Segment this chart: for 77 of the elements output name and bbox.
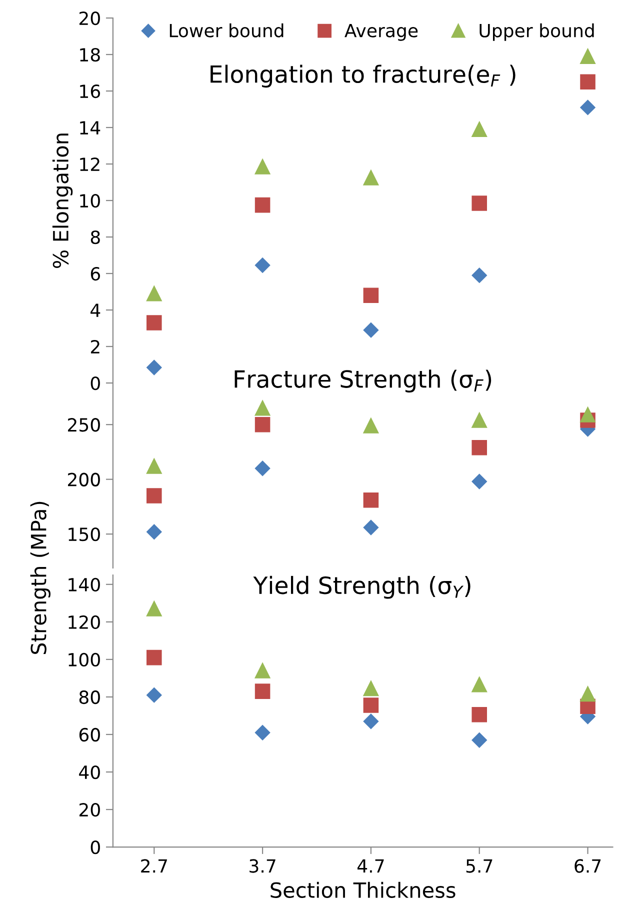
y-tick-label: 60 (79, 728, 100, 742)
point (472, 412, 487, 428)
x-tick-label: 6.7 (574, 859, 601, 873)
point (580, 74, 596, 90)
y-tick-label: 0 (90, 376, 100, 390)
y-tick-label: 6 (90, 266, 100, 281)
point (580, 100, 596, 116)
point (363, 322, 379, 338)
y-axis-title: Strength (MPa) (30, 502, 50, 654)
point (146, 360, 162, 376)
legend-label: Lower bound (170, 23, 284, 38)
y-tick-label: 140 (68, 578, 100, 592)
point (254, 725, 270, 740)
y-tick-label: 8 (90, 230, 100, 244)
point (580, 48, 596, 64)
point (363, 520, 379, 536)
point (363, 288, 379, 304)
y-axis-title: % Elongation (52, 134, 73, 268)
point (363, 714, 379, 729)
y-tick-label: 14 (80, 121, 100, 134)
point (146, 488, 162, 504)
point (146, 286, 162, 302)
point (254, 684, 270, 699)
chart-title: Yield Strength (σ$_{Y}$) (253, 576, 470, 599)
point (472, 196, 487, 211)
point (254, 159, 270, 174)
point (580, 407, 596, 422)
point (363, 492, 379, 508)
y-tick-label: 80 (79, 690, 100, 704)
point (254, 416, 270, 432)
x-tick-label: 3.7 (250, 859, 276, 873)
point (580, 686, 596, 702)
x-tick-label: 5.7 (466, 859, 492, 873)
legend-label: Average (344, 24, 418, 41)
point (146, 458, 162, 474)
x-tick-label: 2.7 (141, 859, 167, 873)
text: Elongation to fracture(e$_{F}$ ) (210, 64, 516, 88)
point (472, 732, 487, 748)
point (254, 197, 270, 213)
point (472, 268, 487, 283)
point (146, 524, 162, 540)
point (254, 663, 270, 678)
x-axis-title: Section Thickness (270, 882, 456, 898)
point (254, 400, 270, 416)
y-tick-label: 20 (79, 11, 100, 26)
chart-title: Fracture Strength (σ$_{F}$) (234, 370, 492, 393)
y-tick-label: 20 (79, 802, 100, 817)
legend-label: Upper bound (480, 23, 594, 41)
point (363, 418, 379, 434)
point (146, 315, 162, 330)
y-tick-label: 2 (90, 340, 100, 354)
point (146, 650, 162, 666)
y-tick-label: 150 (68, 528, 100, 542)
point (472, 474, 487, 490)
point (363, 170, 379, 186)
y-tick-label: 120 (68, 615, 100, 630)
y-tick-label: 10 (80, 194, 100, 208)
y-tick-label: 200 (68, 472, 100, 486)
y-tick-label: 0 (90, 840, 100, 854)
y-tick-label: 100 (68, 652, 100, 667)
point (146, 601, 162, 616)
y-tick-label: 18 (80, 48, 100, 62)
point (146, 688, 162, 703)
point (472, 440, 487, 456)
y-tick-label: 12 (80, 157, 100, 171)
y-tick-label: 4 (90, 304, 100, 317)
point (363, 680, 379, 696)
y-tick-label: 250 (68, 418, 100, 432)
point (472, 676, 487, 692)
y-tick-label: 40 (79, 765, 100, 780)
point (472, 122, 487, 137)
y-tick-label: 16 (80, 84, 100, 98)
point (254, 460, 270, 476)
x-tick-label: 4.7 (357, 859, 384, 873)
point (254, 258, 270, 273)
point (472, 706, 487, 722)
point (363, 698, 379, 713)
